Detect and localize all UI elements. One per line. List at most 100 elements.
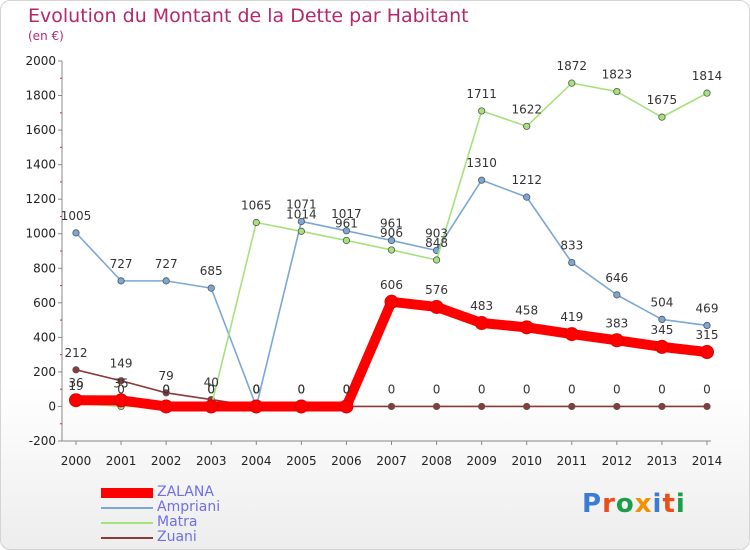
data-label-zuani: 0	[388, 382, 396, 396]
data-point-zalana	[429, 299, 444, 314]
y-tick-label: -200	[29, 434, 56, 448]
data-point-zalana	[339, 399, 354, 414]
data-label-matra: 1065	[241, 199, 272, 213]
chart-title: Evolution du Montant de la Dette par Hab…	[28, 5, 469, 27]
data-label-zuani: 79	[159, 369, 174, 383]
data-point-zalana	[384, 294, 399, 309]
data-label-matra: 1872	[557, 59, 588, 73]
data-point-matra	[613, 87, 621, 96]
data-label-zalana: 36	[68, 376, 83, 390]
data-point-ampriani	[297, 217, 305, 226]
data-point-zalana	[474, 316, 489, 331]
data-label-ampriani: 961	[380, 216, 403, 230]
data-label-zalana: 483	[470, 299, 493, 313]
data-point-ampriani	[658, 315, 666, 323]
data-label-zalana: 0	[252, 382, 260, 396]
data-label-ampriani: 727	[110, 257, 133, 271]
x-tick-label: 2009	[466, 454, 497, 468]
logo-letter: i	[652, 489, 663, 519]
legend-swatch	[101, 537, 153, 539]
data-label-zuani: 40	[204, 376, 219, 390]
data-point-zalana	[609, 333, 624, 348]
legend-swatch	[101, 522, 153, 524]
data-point-ampriani	[387, 236, 396, 245]
x-tick-label: 2010	[511, 454, 542, 468]
x-tick-label: 2004	[241, 454, 272, 468]
y-tick-label: 0	[48, 399, 56, 413]
data-label-zalana: 35	[113, 376, 128, 390]
legend-label: Ampriani	[157, 499, 221, 515]
data-label-ampriani: 0	[252, 382, 260, 396]
data-label-matra: 0	[207, 382, 215, 396]
y-tick-label: 400	[33, 330, 56, 344]
data-label-matra: 848	[425, 236, 448, 250]
data-label-matra: 906	[380, 226, 403, 240]
data-label-zuani: 0	[343, 382, 351, 396]
legend-label: Matra	[157, 514, 198, 530]
data-point-ampriani	[117, 277, 125, 285]
logo-letter: o	[615, 489, 635, 519]
data-label-ampriani: 646	[605, 271, 628, 285]
data-point-matra	[252, 218, 260, 227]
y-tick-label: 600	[33, 296, 56, 310]
data-point-zuani	[478, 402, 486, 411]
data-point-zuani	[613, 402, 621, 411]
data-label-zalana: 345	[650, 323, 673, 337]
y-tick-label: 1200	[25, 192, 56, 206]
data-point-zuani	[432, 402, 441, 411]
data-point-zuani	[117, 377, 125, 385]
data-point-zalana	[114, 393, 129, 408]
data-label-zuani: 0	[658, 382, 666, 396]
x-tick-label: 2006	[331, 454, 362, 468]
data-point-ampriani	[523, 193, 531, 201]
data-point-zuani	[72, 366, 80, 374]
data-point-ampriani	[72, 229, 80, 237]
data-label-matra: 0	[117, 382, 125, 396]
data-label-zalana: 606	[380, 278, 403, 292]
data-point-zalana	[204, 399, 219, 414]
data-label-zalana: 0	[298, 382, 306, 396]
data-point-ampriani	[478, 176, 486, 184]
data-point-matra	[432, 256, 441, 264]
logo-letter: P	[582, 489, 603, 519]
line-chart: -200020040060080010001200140016001800200…	[25, 54, 723, 468]
logo-letter: t	[662, 489, 676, 519]
y-tick-label: 2000	[25, 54, 56, 68]
data-point-ampriani	[613, 291, 621, 299]
data-label-zalana: 383	[605, 316, 628, 330]
data-point-ampriani	[162, 277, 170, 285]
proxiti-logo: Proxiti	[582, 489, 686, 519]
data-point-zalana	[69, 393, 83, 408]
y-tick-label: 1600	[25, 123, 56, 137]
y-tick-label: 800	[33, 261, 56, 275]
data-point-zalana	[249, 399, 264, 414]
x-tick-label: 2002	[151, 454, 182, 468]
data-label-zalana: 458	[515, 303, 538, 317]
series-line-matra	[75, 82, 708, 408]
legend-swatch	[101, 488, 153, 498]
x-tick-label: 2008	[421, 454, 452, 468]
data-point-ampriani	[703, 321, 711, 330]
data-point-zalana	[159, 399, 174, 414]
data-point-ampriani	[342, 227, 351, 235]
y-tick-label: 1800	[25, 89, 56, 103]
chart-unit: (en €)	[28, 29, 64, 43]
data-label-matra: 1814	[692, 69, 723, 83]
data-label-matra: 1823	[602, 68, 633, 82]
data-label-zalana: 576	[425, 283, 448, 297]
logo-letter: x	[634, 489, 653, 519]
data-label-zuani: 0	[703, 382, 711, 396]
x-tick-label: 2001	[106, 454, 137, 468]
legend-label: ZALANA	[157, 484, 214, 500]
logo-letter: i	[675, 489, 686, 519]
x-tick-label: 2000	[61, 454, 92, 468]
data-label-zalana: 0	[162, 382, 170, 396]
data-label-zalana: 0	[343, 382, 351, 396]
data-point-ampriani	[207, 284, 215, 292]
data-point-matra	[703, 89, 711, 97]
data-label-zalana: 419	[560, 310, 583, 324]
data-point-zalana	[564, 327, 579, 342]
data-label-matra: 1014	[286, 207, 317, 221]
data-label-zuani: 0	[252, 382, 260, 396]
x-tick-label: 2013	[647, 454, 678, 468]
